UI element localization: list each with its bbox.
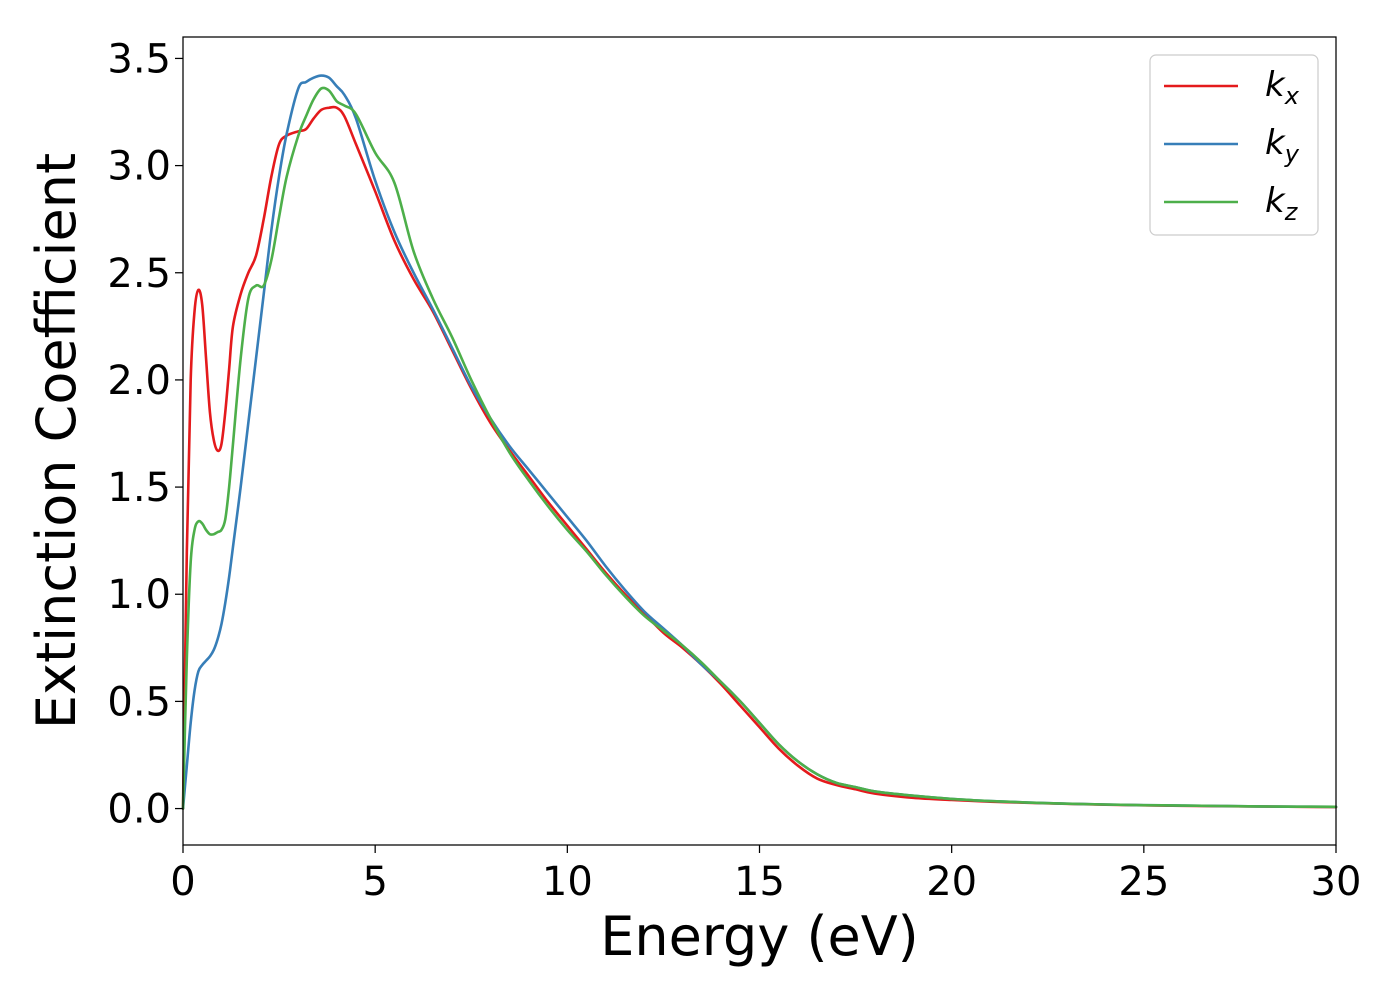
x-axis-ticks: 0 5 10 15 20 25 30: [170, 845, 1361, 905]
y-tick-label: 3.0: [107, 144, 171, 190]
y-axis-label: Extinction Coefficient: [25, 153, 88, 729]
series-line-kz: [181, 86, 1338, 810]
legend-label-base: k: [1265, 123, 1286, 163]
legend-label-subscript: y: [1284, 140, 1300, 168]
x-axis-label: Energy (eV): [600, 905, 919, 968]
y-tick-label: 3.5: [107, 36, 171, 82]
legend-label-subscript: z: [1284, 198, 1299, 226]
y-tick-label: 1.5: [107, 465, 171, 511]
legend-label-subscript: x: [1284, 82, 1300, 110]
x-tick-label: 5: [362, 859, 387, 905]
legend-label-base: k: [1265, 181, 1286, 221]
y-axis-ticks: 0.0 0.5 1.0 1.5 2.0 2.5 3.0 3.5: [107, 36, 183, 833]
x-tick-label: 0: [170, 859, 195, 905]
legend-label-ky: ky: [1265, 123, 1300, 168]
x-tick-label: 30: [1311, 859, 1362, 905]
y-tick-label: 1.0: [107, 572, 171, 618]
x-tick-label: 25: [1118, 859, 1169, 905]
x-tick-label: 10: [542, 859, 593, 905]
x-tick-label: 15: [734, 859, 785, 905]
legend-label-kz: kz: [1265, 181, 1299, 226]
legend-label-base: k: [1265, 65, 1286, 105]
y-tick-label: 0.5: [107, 679, 171, 725]
x-tick-label: 20: [926, 859, 977, 905]
y-tick-label: 2.0: [107, 358, 171, 404]
series-layer: [181, 74, 1338, 810]
legend-label-kx: kx: [1265, 65, 1300, 110]
plot-background: [183, 37, 1336, 845]
y-tick-label: 0.0: [107, 787, 171, 833]
y-tick-label: 2.5: [107, 251, 171, 297]
